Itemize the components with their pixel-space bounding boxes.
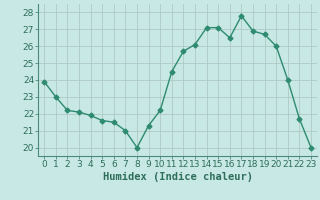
X-axis label: Humidex (Indice chaleur): Humidex (Indice chaleur) bbox=[103, 172, 252, 182]
